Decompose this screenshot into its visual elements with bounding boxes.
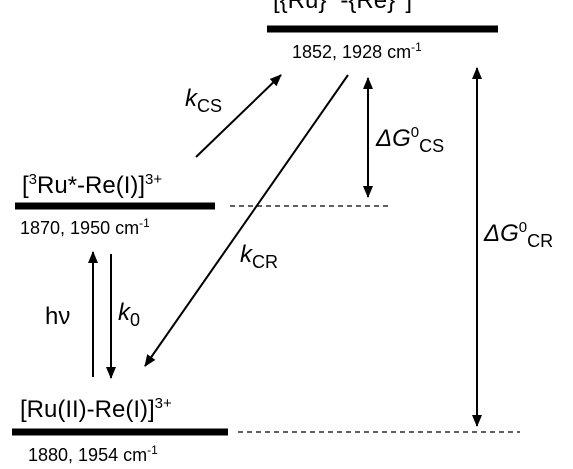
kcr-label: kCR: [240, 241, 278, 272]
hv-label: hν: [45, 303, 70, 330]
delta-g-cs-label: ΔG0CS: [375, 124, 444, 156]
k0-label: k0: [118, 299, 140, 330]
kcs-label: kCS: [185, 85, 222, 116]
excited-state-label: [3Ru*-Re(I)]3+: [22, 171, 162, 199]
cs-state-frequencies: 1852, 1928 cm-1: [292, 40, 422, 62]
kcs-arrow: [195, 74, 282, 158]
delta-g-cr-label: ΔG0CR: [483, 219, 553, 251]
excited-state-frequencies: 1870, 1950 cm-1: [20, 216, 150, 238]
ground-state-label: [Ru(II)-Re(I)]3+: [20, 395, 172, 423]
kcr-arrow: [144, 74, 349, 367]
cs-state-label: [{Ru}•+-{Re}•-]3+: [273, 0, 429, 14]
ground-state-frequencies: 1880, 1954 cm-1: [28, 443, 158, 465]
